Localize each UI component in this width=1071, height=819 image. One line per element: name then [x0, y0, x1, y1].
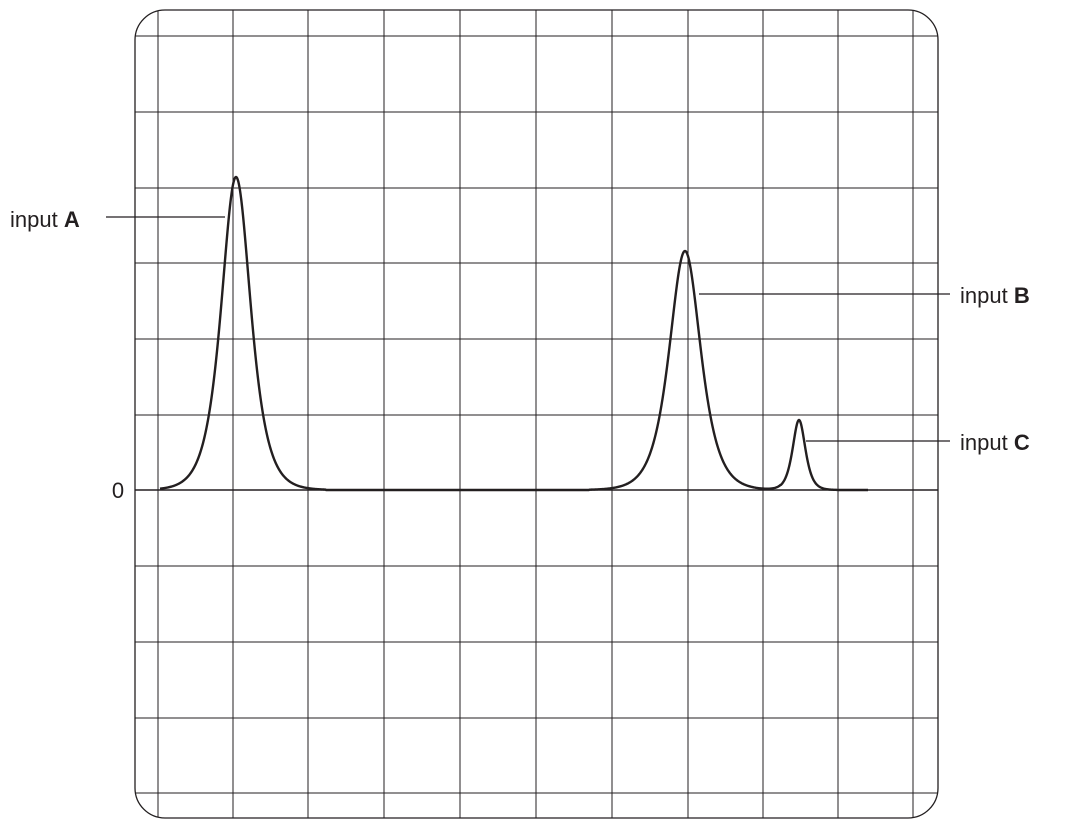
input-a-label: input A: [10, 207, 80, 232]
zero-label: 0: [112, 478, 124, 503]
screen-outline: [134, 9, 939, 819]
screen-grid: [135, 10, 938, 818]
input-b-label: input B: [960, 283, 1030, 308]
input-c-label: input C: [960, 430, 1030, 455]
signal-trace: [159, 175, 869, 492]
